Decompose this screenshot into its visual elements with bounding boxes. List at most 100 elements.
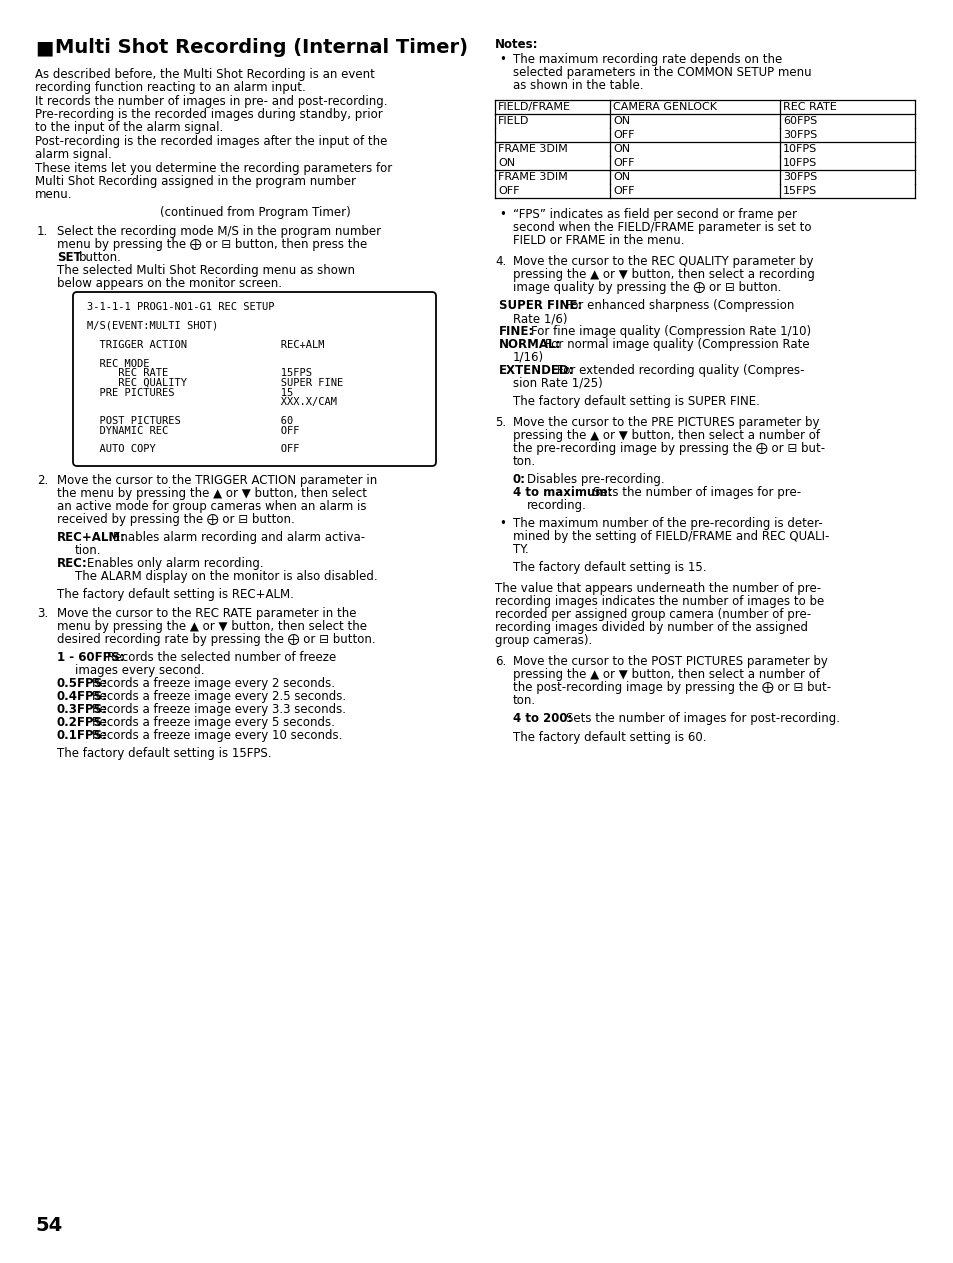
Text: menu.: menu. (35, 188, 72, 201)
Text: FRAME 3DIM: FRAME 3DIM (497, 172, 567, 182)
Text: Records a freeze image every 3.3 seconds.: Records a freeze image every 3.3 seconds… (92, 703, 346, 716)
Text: ■: ■ (35, 38, 53, 57)
Text: ON: ON (613, 116, 630, 126)
Text: The factory default setting is SUPER FINE.: The factory default setting is SUPER FIN… (513, 395, 760, 408)
Text: 0.1FPS:: 0.1FPS: (57, 729, 108, 741)
Text: SET: SET (57, 251, 82, 264)
Text: Move the cursor to the REC RATE parameter in the: Move the cursor to the REC RATE paramete… (57, 608, 356, 620)
Text: 15FPS: 15FPS (782, 186, 817, 196)
Text: 60FPS: 60FPS (782, 116, 817, 126)
Text: M/S(EVENT:MULTI SHOT): M/S(EVENT:MULTI SHOT) (87, 321, 218, 331)
Text: 0.3FPS:: 0.3FPS: (57, 703, 108, 716)
Text: TY.: TY. (513, 543, 528, 556)
Text: desired recording rate by pressing the ⨁ or ⊟ button.: desired recording rate by pressing the ⨁… (57, 633, 375, 645)
Text: DYNAMIC REC                  OFF: DYNAMIC REC OFF (87, 426, 299, 436)
Text: It records the number of images in pre- and post-recording.: It records the number of images in pre- … (35, 95, 387, 109)
Text: second when the FIELD/FRAME parameter is set to: second when the FIELD/FRAME parameter is… (513, 221, 811, 234)
Text: Records a freeze image every 2 seconds.: Records a freeze image every 2 seconds. (92, 677, 335, 690)
Text: EXTENDED:: EXTENDED: (498, 364, 574, 376)
Text: 0.4FPS:: 0.4FPS: (57, 690, 108, 703)
Text: SUPER FINE:: SUPER FINE: (498, 299, 581, 312)
Text: Move the cursor to the PRE PICTURES parameter by: Move the cursor to the PRE PICTURES para… (513, 416, 819, 429)
Text: tion.: tion. (75, 544, 101, 557)
Text: button.: button. (79, 251, 122, 264)
Text: Sets the number of images for post-recording.: Sets the number of images for post-recor… (565, 712, 840, 725)
Text: 1 - 60FPS:: 1 - 60FPS: (57, 650, 125, 664)
Text: Enables alarm recording and alarm activa-: Enables alarm recording and alarm activa… (112, 530, 365, 544)
Text: ton.: ton. (513, 455, 536, 469)
Text: 6.: 6. (495, 655, 506, 668)
Text: 3.: 3. (37, 608, 48, 620)
Text: FIELD or FRAME in the menu.: FIELD or FRAME in the menu. (513, 234, 684, 248)
Text: FIELD: FIELD (497, 116, 529, 126)
Text: Records a freeze image every 10 seconds.: Records a freeze image every 10 seconds. (92, 729, 342, 741)
Text: Sets the number of images for pre-: Sets the number of images for pre- (593, 486, 801, 499)
Text: Select the recording mode M/S in the program number: Select the recording mode M/S in the pro… (57, 225, 381, 237)
Text: 2.: 2. (37, 474, 49, 488)
Text: 5.: 5. (495, 416, 506, 429)
Text: Post-recording is the recorded images after the input of the: Post-recording is the recorded images af… (35, 135, 387, 148)
Text: OFF: OFF (613, 186, 634, 196)
Text: The factory default setting is REC+ALM.: The factory default setting is REC+ALM. (57, 589, 294, 601)
Text: recording images divided by number of the assigned: recording images divided by number of th… (495, 621, 807, 634)
Text: Disables pre-recording.: Disables pre-recording. (526, 474, 664, 486)
Text: 4 to maximum:: 4 to maximum: (513, 486, 612, 499)
Text: 4.: 4. (495, 255, 506, 268)
Text: •: • (498, 517, 505, 530)
Text: For normal image quality (Compression Rate: For normal image quality (Compression Ra… (544, 338, 809, 351)
Text: OFF: OFF (613, 158, 634, 168)
Text: Records the selected number of freeze: Records the selected number of freeze (108, 650, 336, 664)
Text: 0:: 0: (513, 474, 525, 486)
Text: The maximum recording rate depends on the: The maximum recording rate depends on th… (513, 53, 781, 66)
Text: •: • (498, 53, 505, 66)
Text: Pre-recording is the recorded images during standby, prior: Pre-recording is the recorded images dur… (35, 109, 382, 121)
Text: Notes:: Notes: (495, 38, 537, 51)
Text: sion Rate 1/25): sion Rate 1/25) (513, 376, 602, 390)
Text: pressing the ▲ or ▼ button, then select a number of: pressing the ▲ or ▼ button, then select … (513, 429, 820, 442)
Text: Enables only alarm recording.: Enables only alarm recording. (87, 557, 263, 570)
Text: PRE PICTURES                 15: PRE PICTURES 15 (87, 388, 293, 398)
Text: The selected Multi Shot Recording menu as shown: The selected Multi Shot Recording menu a… (57, 264, 355, 277)
Text: The factory default setting is 15FPS.: The factory default setting is 15FPS. (57, 746, 272, 760)
Text: NORMAL:: NORMAL: (498, 338, 560, 351)
Text: 30FPS: 30FPS (782, 130, 817, 140)
Text: 1.: 1. (37, 225, 49, 237)
Text: images every second.: images every second. (75, 664, 204, 677)
Text: 0.2FPS:: 0.2FPS: (57, 716, 108, 729)
Text: menu by pressing the ⨁ or ⊟ button, then press the: menu by pressing the ⨁ or ⊟ button, then… (57, 237, 367, 251)
Text: Multi Shot Recording assigned in the program number: Multi Shot Recording assigned in the pro… (35, 176, 355, 188)
Text: REC MODE: REC MODE (87, 359, 150, 369)
Text: to the input of the alarm signal.: to the input of the alarm signal. (35, 121, 223, 134)
Text: For enhanced sharpness (Compression: For enhanced sharpness (Compression (564, 299, 794, 312)
Text: image quality by pressing the ⨁ or ⊟ button.: image quality by pressing the ⨁ or ⊟ but… (513, 280, 781, 294)
Text: ON: ON (613, 144, 630, 154)
Text: FINE:: FINE: (498, 325, 534, 338)
Text: recording.: recording. (526, 499, 586, 512)
Text: selected parameters in the COMMON SETUP menu: selected parameters in the COMMON SETUP … (513, 66, 811, 80)
Text: The factory default setting is 15.: The factory default setting is 15. (513, 561, 706, 573)
Text: (continued from Program Timer): (continued from Program Timer) (159, 206, 350, 218)
Text: 1/16): 1/16) (513, 351, 543, 364)
Text: recorded per assigned group camera (number of pre-: recorded per assigned group camera (numb… (495, 608, 810, 621)
Text: mined by the setting of FIELD/FRAME and REC QUALI-: mined by the setting of FIELD/FRAME and … (513, 530, 828, 543)
Text: REC+ALM:: REC+ALM: (57, 530, 126, 544)
Text: recording function reacting to an alarm input.: recording function reacting to an alarm … (35, 81, 305, 93)
Text: group cameras).: group cameras). (495, 634, 592, 647)
Text: Move the cursor to the TRIGGER ACTION parameter in: Move the cursor to the TRIGGER ACTION pa… (57, 474, 376, 488)
Text: REC QUALITY               SUPER FINE: REC QUALITY SUPER FINE (87, 378, 343, 388)
Text: 30FPS: 30FPS (782, 172, 817, 182)
Text: REC RATE                  15FPS: REC RATE 15FPS (87, 369, 312, 379)
Text: As described before, the Multi Shot Recording is an event: As described before, the Multi Shot Reco… (35, 68, 375, 81)
Text: FRAME 3DIM: FRAME 3DIM (497, 144, 567, 154)
Text: Move the cursor to the REC QUALITY parameter by: Move the cursor to the REC QUALITY param… (513, 255, 813, 268)
Text: “FPS” indicates as field per second or frame per: “FPS” indicates as field per second or f… (513, 208, 796, 221)
Text: Multi Shot Recording (Internal Timer): Multi Shot Recording (Internal Timer) (55, 38, 468, 57)
Text: XXX.X/CAM: XXX.X/CAM (87, 397, 336, 407)
Text: menu by pressing the ▲ or ▼ button, then select the: menu by pressing the ▲ or ▼ button, then… (57, 620, 367, 633)
Text: REC:: REC: (57, 557, 88, 570)
Text: as shown in the table.: as shown in the table. (513, 80, 643, 92)
Text: received by pressing the ⨁ or ⊟ button.: received by pressing the ⨁ or ⊟ button. (57, 513, 294, 525)
Text: POST PICTURES                60: POST PICTURES 60 (87, 416, 293, 426)
Text: below appears on the monitor screen.: below appears on the monitor screen. (57, 277, 282, 290)
Text: FIELD/FRAME: FIELD/FRAME (497, 102, 571, 112)
